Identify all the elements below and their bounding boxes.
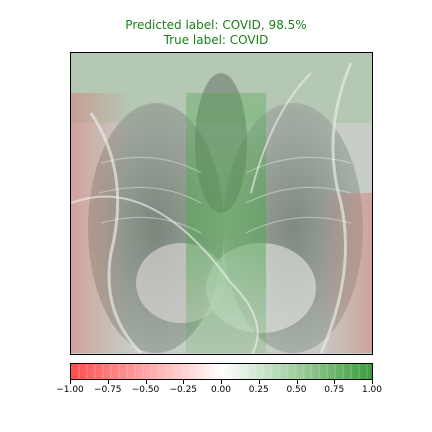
colorbar-tick [183, 380, 185, 384]
colorbar-tick-label: −1.00 [56, 385, 84, 395]
colorbar-tick [70, 380, 71, 384]
colorbar-tick [258, 380, 260, 384]
colorbar-tick-label: 0.50 [286, 385, 307, 395]
colorbar-tick [334, 380, 336, 384]
xray-heatmap-image [70, 52, 373, 355]
colorbar-tick-label: 0.00 [210, 385, 232, 395]
colorbar [70, 363, 373, 380]
colorbar-tick [296, 380, 298, 384]
chest-xray-heatmap-icon [71, 53, 372, 354]
colorbar-tick [372, 380, 373, 384]
colorbar-tick-label: −0.50 [131, 385, 160, 395]
colorbar-tick [107, 380, 109, 384]
figure-title: Predicted label: COVID, 98.5% True label… [0, 18, 432, 48]
colorbar-tick-label: −0.25 [169, 385, 198, 395]
predicted-label-text: Predicted label: COVID, 98.5% [125, 18, 307, 32]
colorbar-tick-label: 0.75 [324, 385, 345, 395]
colorbar-tick-label: −0.75 [93, 385, 122, 395]
colorbar-tick [145, 380, 147, 384]
colorbar-axis: −1.00 −0.75 −0.50 −0.25 0.00 0.25 0.50 0.75 1.00 [56, 380, 382, 404]
colorbar-gradient [71, 364, 372, 379]
colorbar-tick-label: 1.00 [361, 385, 383, 395]
colorbar-tick [221, 380, 222, 384]
colorbar-tick-label: 0.25 [248, 385, 269, 395]
true-label-text: True label: COVID [163, 33, 269, 47]
